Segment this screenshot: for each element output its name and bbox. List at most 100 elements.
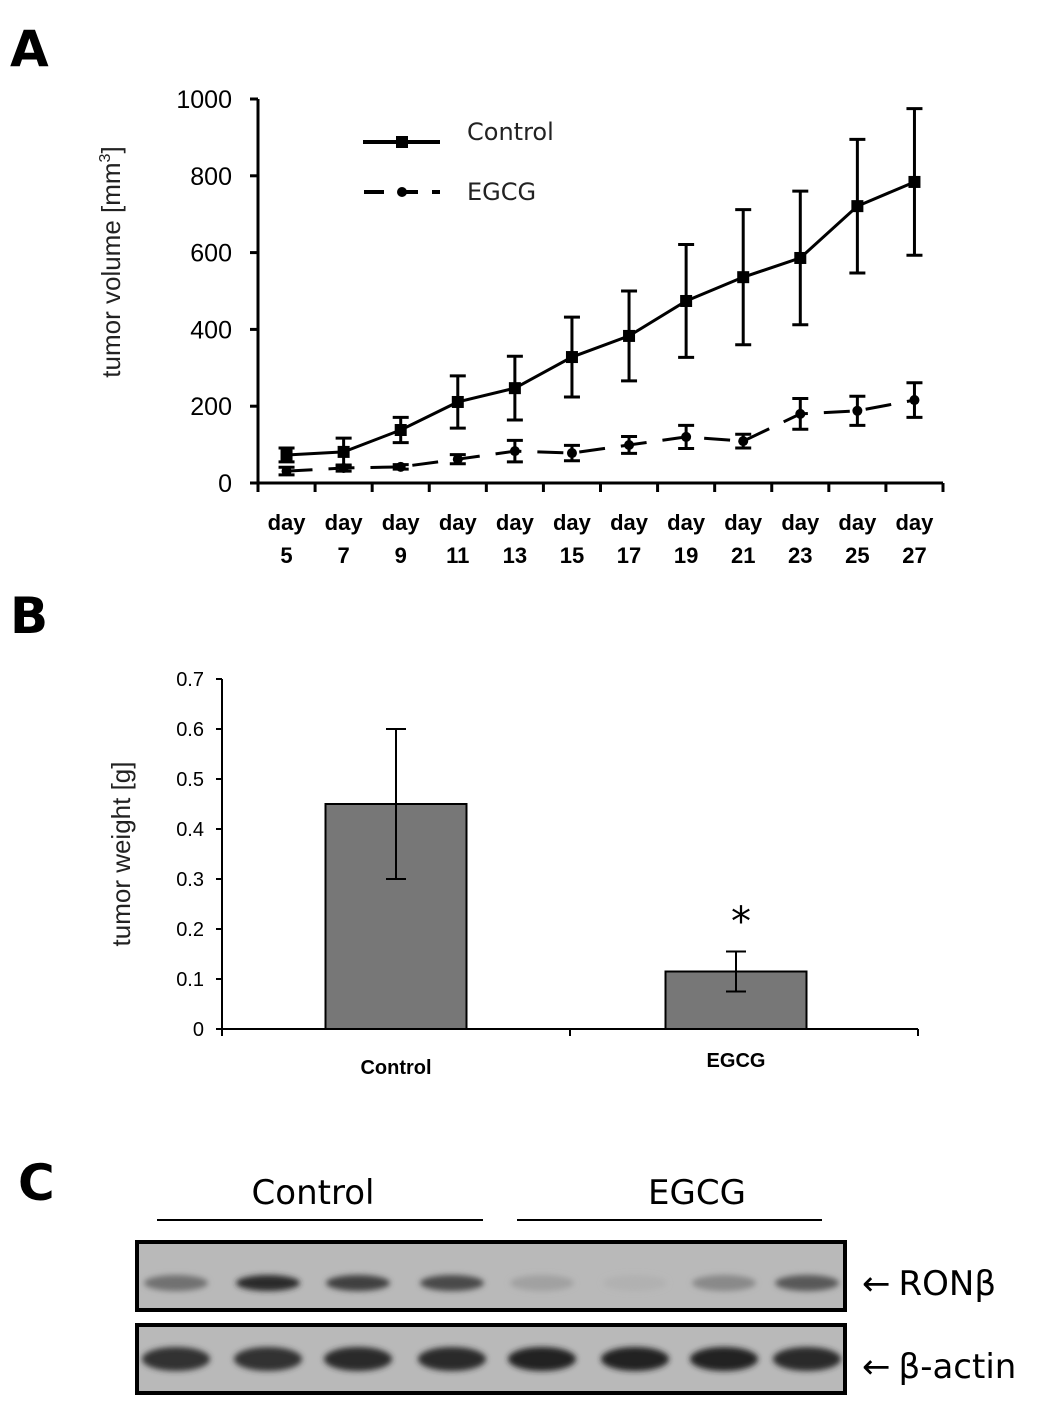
data-point-egcg [624, 439, 635, 450]
y-tick-label: 600 [190, 240, 232, 268]
significance-asterisk: * [731, 899, 751, 945]
panel-label-a: A [10, 20, 49, 78]
blot-band [775, 1275, 839, 1291]
data-point-control [851, 200, 864, 213]
blot-band [236, 1275, 300, 1291]
x-tick-label: 23 [788, 543, 812, 568]
blot-band [510, 1275, 574, 1291]
western-blot [135, 1240, 847, 1395]
tumor-weight-chart: 0 0.1 0.2 0.3 0.4 0.5 0.6 0.7 Control EGCG [176, 669, 919, 1079]
legend-control-label: Control [467, 118, 554, 146]
series-line-egcg [286, 398, 915, 473]
x-tick-label-day: day [895, 510, 934, 535]
data-point-control [394, 424, 407, 437]
x-tick-label-day: day [268, 510, 307, 535]
x-tick-label: 15 [560, 543, 584, 568]
y-tick-label: 200 [190, 393, 232, 421]
legend-circle-marker-icon [397, 187, 407, 197]
blot-band [508, 1347, 576, 1371]
data-point-egcg [395, 461, 406, 472]
data-point-egcg [281, 466, 292, 477]
data-point-egcg [452, 454, 463, 465]
data-point-control [508, 382, 521, 395]
x-tick-label: 27 [902, 543, 926, 568]
blot-band [690, 1347, 758, 1371]
blot-band [144, 1275, 208, 1291]
data-point-control [337, 445, 350, 458]
category-label-egcg: EGCG [707, 1050, 766, 1072]
y-tick-label: 800 [190, 163, 232, 191]
y-tick-label: 0 [193, 1019, 204, 1041]
data-point-control [451, 395, 464, 408]
blot-band [773, 1347, 841, 1371]
data-point-control [737, 271, 750, 284]
y-tick-label: 0.6 [176, 719, 204, 741]
data-point-egcg [566, 448, 577, 459]
data-point-egcg [795, 408, 806, 419]
blot-band [324, 1347, 392, 1371]
series-line-control [286, 180, 916, 457]
blot-band [601, 1347, 669, 1371]
y-tick-label: 0.7 [176, 669, 204, 691]
panel-label-b: B [10, 587, 48, 645]
y-axis-label-a: tumor volume [mm3] [96, 146, 126, 377]
x-tick-label: 11 [446, 543, 469, 568]
x-tick-label: 13 [503, 543, 527, 568]
data-point-egcg [852, 405, 863, 416]
blot-band [418, 1347, 486, 1371]
x-tick-label: 25 [845, 543, 869, 568]
x-tick-label-day: day [667, 510, 706, 535]
blot-band [326, 1275, 390, 1291]
category-label-control: Control [360, 1057, 431, 1079]
legend: Control EGCG [363, 118, 554, 206]
data-point-egcg [738, 436, 749, 447]
data-point-control [565, 351, 578, 364]
x-tick-label-day: day [382, 510, 421, 535]
data-point-egcg [509, 446, 520, 457]
x-tick-label: 5 [280, 543, 292, 568]
x-tick-label-day: day [325, 510, 364, 535]
y-axis-label-b: tumor weight [g] [106, 762, 136, 947]
x-tick-label-day: day [724, 510, 763, 535]
data-point-control [794, 251, 807, 264]
blot-band [142, 1347, 210, 1371]
data-point-control [908, 175, 921, 188]
y-tick-label: 0.4 [176, 819, 204, 841]
data-point-egcg [909, 395, 920, 406]
x-tick-label-day: day [610, 510, 649, 535]
x-tick-label-day: day [838, 510, 877, 535]
y-tick-label: 0 [218, 470, 232, 498]
x-tick-label: 21 [731, 543, 755, 568]
x-tick-label: 7 [338, 543, 350, 568]
blot-band [234, 1347, 302, 1371]
y-tick-label: 0.3 [176, 869, 204, 891]
data-point-control [280, 448, 293, 461]
x-tick-label-day: day [781, 510, 820, 535]
panel-label-c: C [18, 1154, 55, 1212]
blot-row-label-actin: ← β-actin [862, 1347, 1016, 1387]
y-tick-label: 0.2 [176, 919, 204, 941]
blot-group-control: Control [252, 1173, 375, 1213]
data-point-control [623, 329, 636, 342]
x-tick-label: 9 [395, 543, 407, 568]
data-point-egcg [338, 463, 349, 474]
legend-egcg-label: EGCG [467, 178, 536, 206]
y-tick-label: 400 [190, 316, 232, 344]
y-tick-label: 0.5 [176, 769, 204, 791]
blot-band [692, 1275, 756, 1291]
legend-square-marker-icon [396, 136, 408, 148]
tumor-volume-chart: 0 200 400 600 800 1000 day 5 day 7 day 9 day 11 day 13 d… [176, 86, 945, 568]
x-tick-label: 17 [617, 543, 641, 568]
blot-row-label-ron: ← RONβ [862, 1264, 996, 1304]
blot-group-egcg: EGCG [648, 1173, 746, 1213]
data-point-egcg [681, 431, 692, 442]
x-tick-label: 19 [674, 543, 698, 568]
data-point-control [680, 294, 693, 307]
y-tick-label: 0.1 [176, 969, 204, 991]
y-tick-label: 1000 [176, 86, 232, 114]
x-tick-label-day: day [553, 510, 592, 535]
blot-band [603, 1275, 667, 1291]
x-tick-label-day: day [496, 510, 535, 535]
blot-band [420, 1275, 484, 1291]
